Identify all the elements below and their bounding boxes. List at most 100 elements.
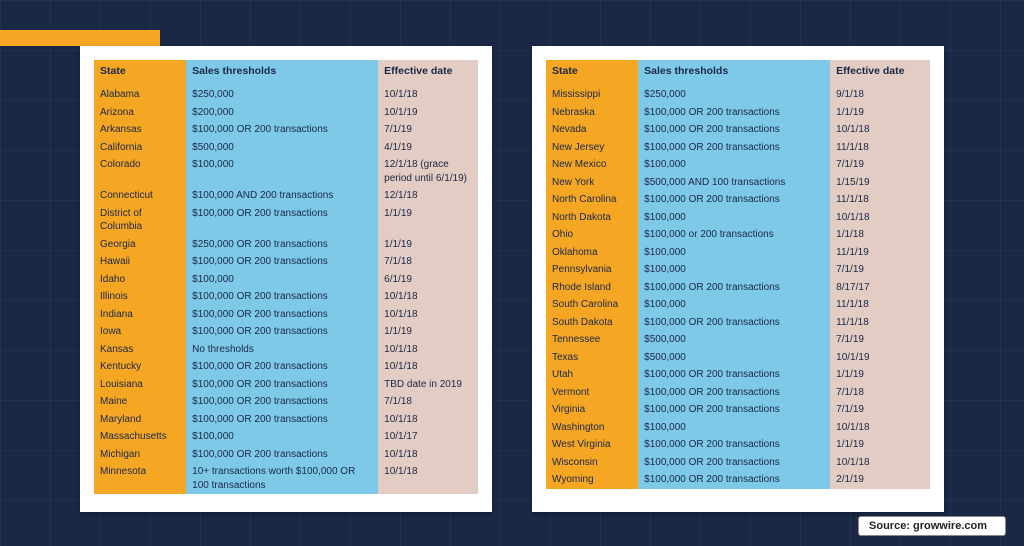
cell-state: Nevada bbox=[546, 121, 638, 139]
cell-state: North Dakota bbox=[546, 209, 638, 227]
cell-state: Tennessee bbox=[546, 331, 638, 349]
table-row: Ohio$100,000 or 200 transactions1/1/18 bbox=[546, 226, 930, 244]
cell-thresholds: $100,000 OR 200 transactions bbox=[186, 306, 378, 324]
table-row: New Jersey$100,000 OR 200 transactions11… bbox=[546, 139, 930, 157]
table-row: Kentucky$100,000 OR 200 transactions10/1… bbox=[94, 358, 478, 376]
cell-state: New York bbox=[546, 174, 638, 192]
cell-date: 10/1/18 bbox=[378, 341, 478, 359]
cell-date: 7/1/18 bbox=[378, 393, 478, 411]
cell-state: Ohio bbox=[546, 226, 638, 244]
cell-state: Vermont bbox=[546, 384, 638, 402]
right-table-card: State Sales thresholds Effective date Mi… bbox=[532, 46, 944, 512]
cell-date: 11/1/18 bbox=[830, 296, 930, 314]
cell-thresholds: $100,000 OR 200 transactions bbox=[638, 104, 830, 122]
cell-thresholds: $100,000 OR 200 transactions bbox=[186, 446, 378, 464]
cell-state: Arkansas bbox=[94, 121, 186, 139]
cell-state: Kansas bbox=[94, 341, 186, 359]
table-row: Arkansas$100,000 OR 200 transactions7/1/… bbox=[94, 121, 478, 139]
table-row: Maryland$100,000 OR 200 transactions10/1… bbox=[94, 411, 478, 429]
cell-state: Alabama bbox=[94, 86, 186, 104]
cell-state: Pennsylvania bbox=[546, 261, 638, 279]
cell-date: 12/1/18 bbox=[378, 187, 478, 205]
table-row: Vermont$100,000 OR 200 transactions7/1/1… bbox=[546, 384, 930, 402]
cell-date: 10/1/19 bbox=[830, 349, 930, 367]
cell-state: Georgia bbox=[94, 236, 186, 254]
cell-thresholds: $100,000 bbox=[186, 271, 378, 289]
cell-date: 10/1/18 bbox=[378, 358, 478, 376]
source-label: Source: growwire.com bbox=[858, 516, 1006, 536]
table-row: Wyoming$100,000 OR 200 transactions2/1/1… bbox=[546, 471, 930, 489]
cell-state: Kentucky bbox=[94, 358, 186, 376]
cell-state: California bbox=[94, 139, 186, 157]
cell-state: Oklahoma bbox=[546, 244, 638, 262]
cell-state: Minnesota bbox=[94, 463, 186, 494]
cell-thresholds: $100,000 bbox=[638, 244, 830, 262]
cell-date: 7/1/19 bbox=[830, 156, 930, 174]
cell-date: 11/1/19 bbox=[830, 244, 930, 262]
cell-state: Virginia bbox=[546, 401, 638, 419]
cell-date: 9/1/18 bbox=[830, 86, 930, 104]
table-row: New Mexico$100,0007/1/19 bbox=[546, 156, 930, 174]
cell-thresholds: $100,000 bbox=[638, 209, 830, 227]
cell-date: 7/1/18 bbox=[378, 253, 478, 271]
table-row: North Carolina$100,000 OR 200 transactio… bbox=[546, 191, 930, 209]
cell-state: Washington bbox=[546, 419, 638, 437]
cell-date: 10/1/18 bbox=[378, 288, 478, 306]
cell-date: 7/1/19 bbox=[830, 401, 930, 419]
cell-thresholds: $100,000 OR 200 transactions bbox=[638, 436, 830, 454]
table-row: Utah$100,000 OR 200 transactions1/1/19 bbox=[546, 366, 930, 384]
cell-thresholds: $200,000 bbox=[186, 104, 378, 122]
table-row: Nevada$100,000 OR 200 transactions10/1/1… bbox=[546, 121, 930, 139]
cell-thresholds: $100,000 OR 200 transactions bbox=[186, 393, 378, 411]
cell-date: 10/1/18 bbox=[378, 86, 478, 104]
cell-thresholds: $100,000 OR 200 transactions bbox=[186, 411, 378, 429]
table-row: Nebraska$100,000 OR 200 transactions1/1/… bbox=[546, 104, 930, 122]
cell-thresholds: $100,000 OR 200 transactions bbox=[638, 471, 830, 489]
cell-state: Iowa bbox=[94, 323, 186, 341]
cell-thresholds: $100,000 bbox=[638, 156, 830, 174]
col-header-state: State bbox=[546, 60, 638, 86]
cell-date: 1/1/19 bbox=[378, 323, 478, 341]
accent-bar bbox=[0, 30, 160, 46]
cell-date: 1/1/18 bbox=[830, 226, 930, 244]
cell-date: 1/1/19 bbox=[830, 366, 930, 384]
table-row: Minnesota10+ transactions worth $100,000… bbox=[94, 463, 478, 494]
right-table: State Sales thresholds Effective date Mi… bbox=[546, 60, 930, 489]
cell-thresholds: $100,000 OR 200 transactions bbox=[186, 323, 378, 341]
cell-thresholds: $100,000 AND 200 transactions bbox=[186, 187, 378, 205]
table-row: Wisconsin$100,000 OR 200 transactions10/… bbox=[546, 454, 930, 472]
cell-thresholds: $250,000 bbox=[186, 86, 378, 104]
cell-date: 10/1/18 bbox=[378, 411, 478, 429]
cell-date: 7/1/18 bbox=[830, 384, 930, 402]
cell-date: 10/1/18 bbox=[830, 454, 930, 472]
cell-date: 6/1/19 bbox=[378, 271, 478, 289]
cell-date: 10/1/17 bbox=[378, 428, 478, 446]
cell-date: 12/1/18 (grace period until 6/1/19) bbox=[378, 156, 478, 187]
table-header-row: State Sales thresholds Effective date bbox=[94, 60, 478, 86]
cell-date: 7/1/19 bbox=[378, 121, 478, 139]
table-row: Washington$100,00010/1/18 bbox=[546, 419, 930, 437]
cell-state: Connecticut bbox=[94, 187, 186, 205]
cell-state: Indiana bbox=[94, 306, 186, 324]
cell-thresholds: $500,000 AND 100 transactions bbox=[638, 174, 830, 192]
cell-thresholds: $100,000 OR 200 transactions bbox=[186, 253, 378, 271]
cell-date: TBD date in 2019 bbox=[378, 376, 478, 394]
cell-state: Wyoming bbox=[546, 471, 638, 489]
col-header-date: Effective date bbox=[378, 60, 478, 86]
cell-date: 11/1/18 bbox=[830, 314, 930, 332]
cell-date: 1/1/19 bbox=[830, 104, 930, 122]
table-row: Louisiana$100,000 OR 200 transactionsTBD… bbox=[94, 376, 478, 394]
table-row: Rhode Island$100,000 OR 200 transactions… bbox=[546, 279, 930, 297]
table-row: Hawaii$100,000 OR 200 transactions7/1/18 bbox=[94, 253, 478, 271]
cell-thresholds: $500,000 bbox=[638, 331, 830, 349]
cell-date: 11/1/18 bbox=[830, 191, 930, 209]
cell-thresholds: 10+ transactions worth $100,000 OR 100 t… bbox=[186, 463, 378, 494]
cell-state: New Jersey bbox=[546, 139, 638, 157]
cell-state: South Dakota bbox=[546, 314, 638, 332]
cell-date: 10/1/18 bbox=[830, 121, 930, 139]
cell-thresholds: No thresholds bbox=[186, 341, 378, 359]
cell-thresholds: $100,000 OR 200 transactions bbox=[638, 366, 830, 384]
cell-thresholds: $100,000 or 200 transactions bbox=[638, 226, 830, 244]
cell-thresholds: $100,000 OR 200 transactions bbox=[186, 358, 378, 376]
left-table: State Sales thresholds Effective date Al… bbox=[94, 60, 478, 494]
